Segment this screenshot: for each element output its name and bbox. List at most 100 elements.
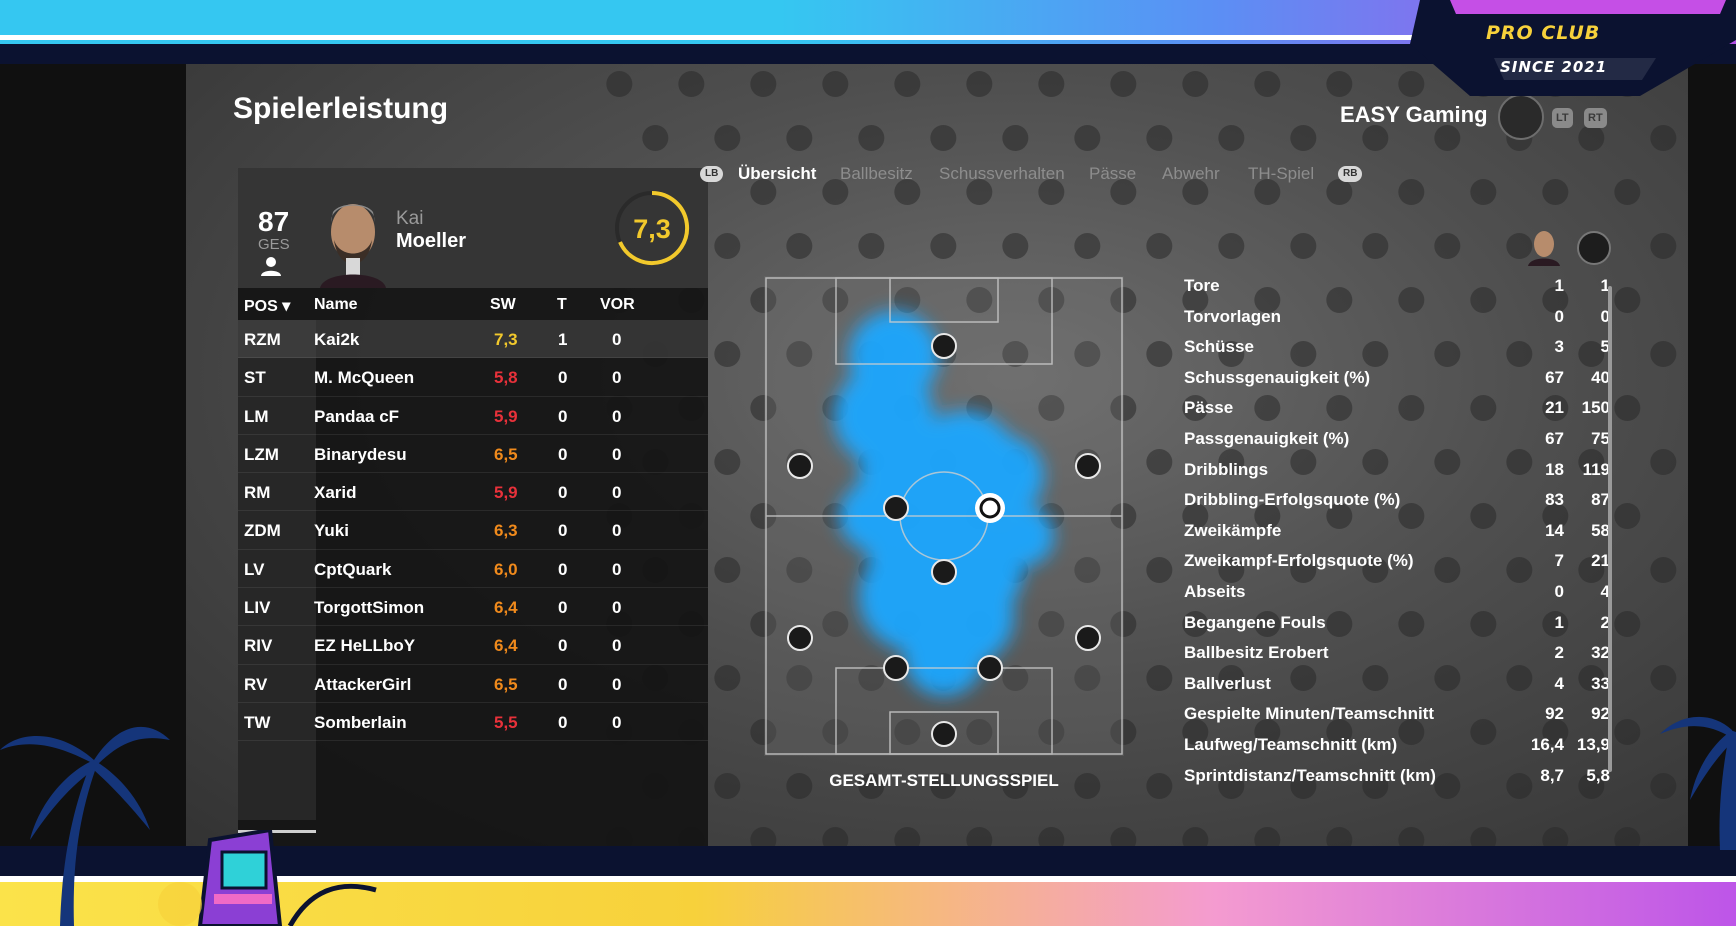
stat-player-value: 2 xyxy=(1554,643,1564,663)
stat-row: Schüsse 3 5 xyxy=(1184,333,1614,364)
stat-team-value: 13,9 xyxy=(1576,734,1610,754)
palm-tree-right-icon xyxy=(1660,716,1736,850)
player-marker xyxy=(787,453,813,479)
stat-label: Laufweg/Teamschnitt (km) xyxy=(1184,734,1398,754)
match-rating: 7,3 xyxy=(633,214,671,244)
stat-team-value: 5 xyxy=(1600,337,1610,357)
player-assists: 0 xyxy=(612,406,622,426)
person-icon xyxy=(261,257,281,276)
team-crest-icon xyxy=(1498,94,1544,140)
stat-row: Abseits 0 4 xyxy=(1184,578,1614,609)
stat-label: Schussgenauigkeit (%) xyxy=(1184,367,1371,387)
player-position: ST xyxy=(244,368,266,388)
player-position: LIV xyxy=(244,598,271,618)
player-assists: 0 xyxy=(612,521,622,541)
tab-uebersicht[interactable]: Übersicht xyxy=(738,164,817,183)
stat-player-value: 8,7 xyxy=(1540,765,1564,785)
table-header: POS ▾ Name SW T VOR xyxy=(238,288,708,320)
player-marker xyxy=(931,721,957,747)
rt-trigger-icon[interactable]: RT xyxy=(1584,108,1607,128)
table-row[interactable]: ZDM Yuki 6,3 0 0 xyxy=(238,511,708,550)
stat-team-value: 4 xyxy=(1600,581,1610,601)
rb-bumper-icon[interactable]: RB xyxy=(1338,166,1363,182)
stat-player-value: 18 xyxy=(1545,459,1564,479)
table-row[interactable]: LZM Binarydesu 6,5 0 0 xyxy=(238,435,708,474)
logo-pro-club-text: PRO CLUB xyxy=(1486,22,1601,44)
match-rating-ring xyxy=(615,190,690,265)
name-header[interactable]: Name xyxy=(314,296,358,313)
lb-bumper-icon[interactable]: LB xyxy=(700,166,724,182)
game-screen: Spielerleistung EASY Gaming LT RT 87 GES xyxy=(186,64,1688,846)
player-name: Binarydesu xyxy=(314,444,407,464)
stat-team-value: 92 xyxy=(1591,704,1610,724)
table-row[interactable]: RM Xarid 5,9 0 0 xyxy=(238,473,708,512)
top-dark-band xyxy=(0,44,1736,64)
tab-paesse[interactable]: Pässe xyxy=(1089,164,1137,183)
stat-row: Zweikämpfe 14 58 xyxy=(1184,517,1614,548)
player-goals: 0 xyxy=(558,406,568,426)
goals-header[interactable]: T xyxy=(557,296,567,313)
stat-row: Pässe 21 150 xyxy=(1184,394,1614,425)
sort-underline xyxy=(238,830,316,833)
stat-row: Gespielte Minuten/Teamschnitt 92 92 xyxy=(1184,700,1614,731)
stat-player-value: 14 xyxy=(1545,520,1564,540)
player-card: 87 GES Kai Moeller xyxy=(238,168,708,846)
table-row[interactable]: TW Somberlain 5,5 0 0 xyxy=(238,703,708,742)
player-goals: 0 xyxy=(558,368,568,388)
sw-header[interactable]: SW xyxy=(490,296,516,313)
assists-header[interactable]: VOR xyxy=(600,296,635,313)
stat-team-value: 58 xyxy=(1591,520,1610,540)
stat-row: Ballbesitz Erobert 2 32 xyxy=(1184,639,1614,670)
stat-row: Schussgenauigkeit (%) 67 40 xyxy=(1184,364,1614,395)
player-position: RZM xyxy=(244,330,281,349)
table-row[interactable]: RIV EZ HeLLboY 6,4 0 0 xyxy=(238,626,708,665)
tab-th-spiel[interactable]: TH-Spiel xyxy=(1248,164,1315,183)
stat-label: Schüsse xyxy=(1184,337,1254,357)
stat-team-value: 150 xyxy=(1581,398,1610,418)
stat-team-value: 75 xyxy=(1591,428,1610,448)
player-assists: 0 xyxy=(612,636,622,656)
player-assists: 0 xyxy=(612,559,622,579)
player-rating: 6,5 xyxy=(494,674,518,694)
table-row[interactable]: LIV TorgottSimon 6,4 0 0 xyxy=(238,588,708,627)
tab-schussverhalten[interactable]: Schussverhalten xyxy=(939,164,1065,183)
team-mini-crest-icon xyxy=(1577,231,1611,265)
table-row[interactable]: RZM Kai2k 7,3 1 0 xyxy=(238,320,708,359)
stat-player-value: 67 xyxy=(1545,367,1564,387)
player-goals: 1 xyxy=(558,330,568,349)
tab-abwehr[interactable]: Abwehr xyxy=(1162,164,1220,183)
stats-scrollbar[interactable] xyxy=(1608,286,1612,772)
logo-since-text: SINCE 2021 xyxy=(1500,58,1608,76)
easy-pro-club-logo xyxy=(1410,0,1736,96)
stat-label: Zweikampf-Erfolgsquote (%) xyxy=(1184,551,1414,571)
lt-trigger-icon[interactable]: LT xyxy=(1552,108,1573,128)
tab-ballbesitz[interactable]: Ballbesitz xyxy=(840,164,913,183)
page-title: Spielerleistung xyxy=(233,92,449,125)
player-rating: 5,5 xyxy=(494,712,518,732)
player-last-name: Moeller xyxy=(396,230,467,252)
stat-team-value: 33 xyxy=(1591,673,1610,693)
stat-row: Sprintdistanz/Teamschnitt (km) 8,7 5,8 xyxy=(1184,762,1614,793)
left-frame xyxy=(0,64,186,846)
table-row[interactable]: LV CptQuark 6,0 0 0 xyxy=(238,550,708,589)
pos-sort-header[interactable]: POS ▾ xyxy=(244,298,291,315)
stat-team-value: 2 xyxy=(1600,612,1610,632)
player-rating: 5,9 xyxy=(494,406,518,426)
table-row[interactable]: RV AttackerGirl 6,5 0 0 xyxy=(238,665,708,703)
player-marker xyxy=(883,655,909,681)
stat-row: Ballverlust 4 33 xyxy=(1184,670,1614,701)
stat-row: Dribbling-Erfolgsquote (%) 83 87 xyxy=(1184,486,1614,517)
stat-row: Torvorlagen 0 0 xyxy=(1184,303,1614,334)
player-goals: 0 xyxy=(558,712,568,732)
stat-player-value: 67 xyxy=(1545,428,1564,448)
player-marker xyxy=(931,333,957,359)
table-body: RZM Kai2k 7,3 1 0 ST M. McQueen 5,8 0 0 LM Pandaa c… xyxy=(238,320,708,742)
table-row[interactable]: ST M. McQueen 5,8 0 0 xyxy=(238,358,708,397)
table-row[interactable]: LM Pandaa cF 5,9 0 0 xyxy=(238,397,708,435)
player-rating: 5,9 xyxy=(494,483,518,503)
bottom-dark-band xyxy=(0,846,1736,876)
arcade-cabinet-icon xyxy=(158,830,377,926)
stat-label: Abseits xyxy=(1184,581,1246,601)
player-marker xyxy=(931,559,957,585)
